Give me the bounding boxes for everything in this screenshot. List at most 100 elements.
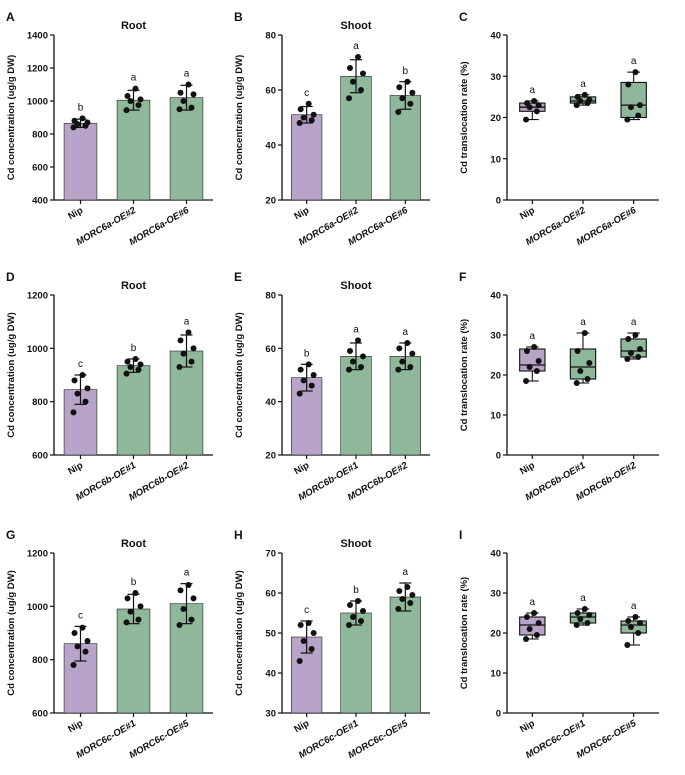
y-tick-label: 10 (490, 154, 501, 165)
significance-letter: a (131, 73, 137, 84)
data-point (297, 622, 304, 628)
y-axis-label: Cd concentration (ug/g DW) (6, 55, 17, 181)
data-point (627, 350, 634, 356)
data-point (177, 587, 184, 594)
significance-letter: a (530, 85, 536, 96)
significance-letter: a (530, 597, 536, 608)
data-point (395, 366, 402, 373)
data-point (523, 100, 530, 107)
data-point (127, 608, 134, 615)
data-point (581, 606, 588, 612)
data-point (296, 390, 303, 397)
data-point (407, 364, 414, 370)
significance-letter: c (304, 605, 309, 616)
data-point (523, 614, 530, 620)
data-point (360, 70, 366, 77)
data-point (310, 630, 317, 636)
significance-letter: a (530, 331, 536, 342)
data-point (123, 107, 130, 114)
y-tick-label: 20 (490, 371, 501, 382)
data-point (636, 102, 643, 109)
data-point (180, 606, 187, 612)
data-point (127, 364, 134, 370)
panel-f: FCd translocation rate (%)010203040NipaM… (459, 270, 659, 503)
chart-title: Shoot (340, 20, 371, 32)
panel-a: A Root Cd concentration (ug/g DW) 400 600 800… (6, 10, 213, 248)
data-point (124, 93, 131, 100)
data-point (358, 364, 364, 370)
data-point (404, 584, 411, 590)
y-tick-label: 20 (490, 629, 501, 640)
data-point (409, 350, 416, 357)
y-tick-label: 1400 (27, 31, 48, 42)
panel-letter: I (459, 528, 462, 542)
significance-letter: a (580, 317, 586, 328)
data-point (625, 618, 632, 624)
data-point (395, 606, 402, 612)
data-point (573, 102, 580, 109)
data-point (409, 89, 416, 96)
data-point (535, 358, 542, 364)
significance-letter: b (131, 577, 137, 588)
panel-letter: A (6, 10, 15, 24)
data-point (358, 618, 364, 624)
significance-letter: a (580, 79, 586, 90)
data-point (573, 622, 580, 628)
data-point (360, 353, 366, 360)
data-point (404, 78, 411, 85)
data-point (350, 78, 356, 85)
data-point (308, 382, 315, 389)
data-point (300, 114, 307, 121)
chart-title: Root (121, 20, 146, 32)
significance-letter: c (304, 88, 309, 99)
bar (389, 95, 421, 201)
y-axis-label: Cd concentration (ug/g DW) (6, 570, 17, 696)
significance-letter: a (631, 56, 637, 67)
y-axis-label: Cd translocation rate (%) (459, 319, 470, 431)
data-point (300, 377, 307, 384)
y-tick-label: 600 (32, 451, 48, 462)
x-tick-label: Nip (518, 460, 537, 477)
y-tick-label: 800 (32, 655, 48, 666)
data-point (523, 348, 530, 354)
data-point (84, 385, 91, 392)
box (620, 338, 647, 358)
panel-letter: B (234, 10, 243, 24)
data-point (636, 346, 643, 352)
bar (340, 75, 372, 201)
data-point (176, 622, 183, 628)
y-tick-label: 1000 (27, 602, 48, 613)
data-point (586, 96, 593, 103)
data-point (581, 91, 588, 98)
y-tick-label: 0 (496, 709, 501, 720)
data-point (124, 358, 131, 365)
data-point (190, 91, 197, 98)
data-point (574, 93, 581, 100)
data-point (636, 620, 643, 626)
data-point (185, 329, 192, 336)
panel-g: G Root Cd concentration (ug/g DW) 600 800 100… (6, 528, 213, 761)
bar (63, 122, 98, 201)
y-tick-label: 30 (490, 331, 501, 342)
data-point (346, 95, 352, 102)
data-point (308, 117, 315, 124)
significance-letter: a (184, 568, 190, 579)
data-point (79, 624, 86, 631)
x-tick-label: Nip (518, 205, 537, 222)
bar (291, 114, 323, 201)
bar (116, 608, 151, 714)
data-point (627, 104, 634, 111)
bar (169, 350, 204, 456)
panel-e: E Shoot Cd concentration (ug/g DW) 20 40 60 80… (234, 270, 430, 503)
data-point (624, 642, 631, 648)
data-point (574, 348, 581, 354)
data-point (632, 614, 639, 620)
data-point (399, 596, 406, 602)
data-point (632, 332, 639, 338)
y-tick-label: 20 (490, 113, 501, 124)
data-point (70, 409, 77, 416)
bar (389, 356, 421, 456)
y-tick-label: 80 (265, 31, 276, 42)
data-point (360, 608, 366, 614)
